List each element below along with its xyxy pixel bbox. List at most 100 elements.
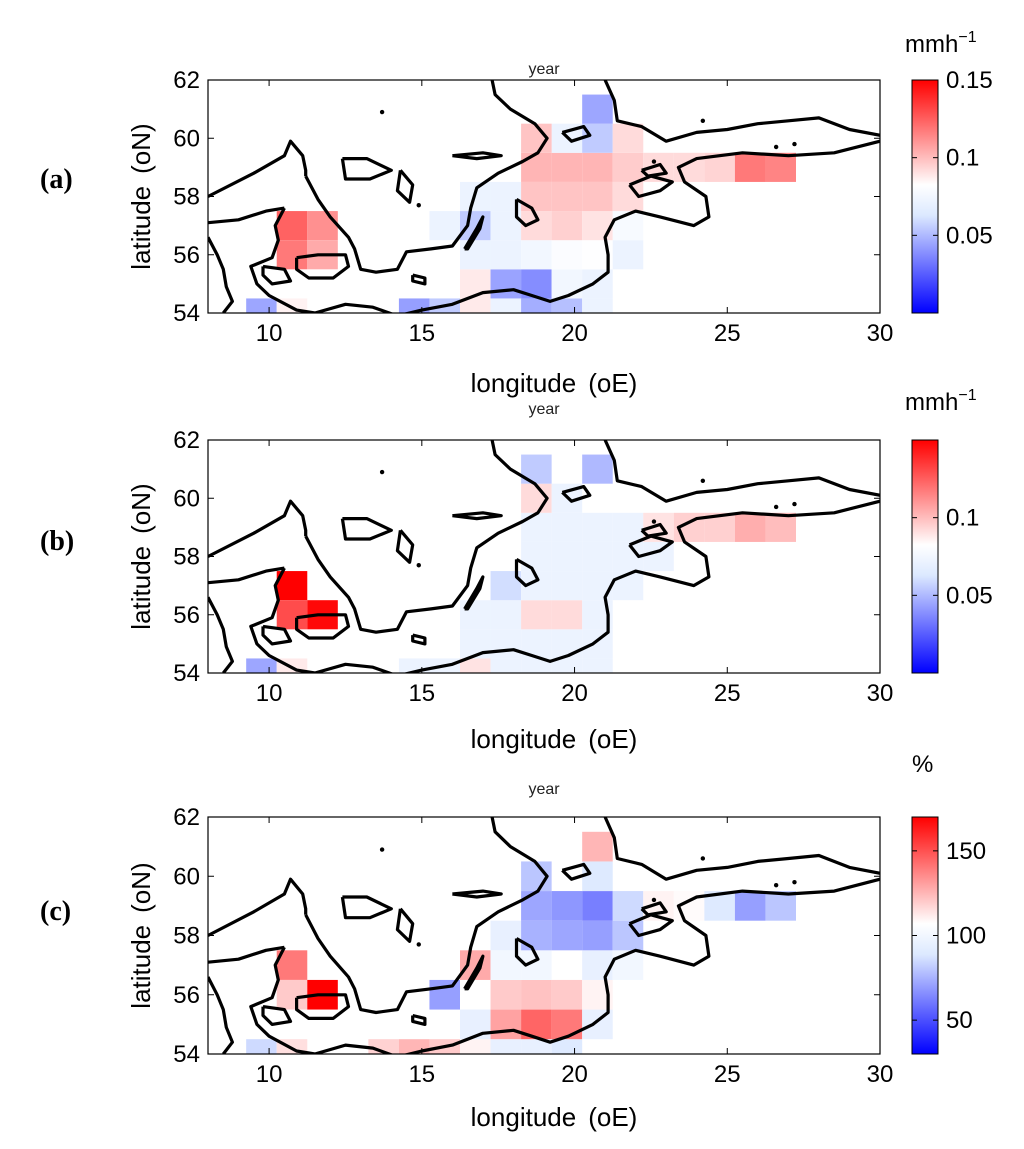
heatmap-cell — [551, 920, 583, 951]
heatmap-cell — [490, 658, 522, 673]
heatmap-cell — [582, 891, 613, 921]
coastline — [249, 499, 880, 673]
coastline — [452, 889, 503, 899]
heatmap-cell — [582, 512, 613, 542]
chart-title: year — [528, 61, 560, 78]
island-dot — [700, 856, 706, 861]
heatmap-cell — [582, 211, 613, 241]
x-tick-label: 20 — [561, 1061, 588, 1088]
heatmap-cell — [551, 181, 583, 212]
coastline — [208, 877, 308, 937]
colorbar-tick-label: 50 — [946, 1007, 973, 1034]
heatmap-cell — [612, 240, 644, 270]
coastline — [514, 937, 540, 967]
heatmap-cell — [490, 979, 522, 1010]
coastline — [395, 529, 415, 564]
y-tick-label: 54 — [173, 660, 200, 687]
heatmap-cell — [276, 240, 308, 270]
heatmap-cell — [368, 328, 399, 357]
heatmap-cell — [765, 891, 796, 921]
colorbar-unit: mmh−1 — [905, 387, 977, 416]
heatmap-cell — [307, 1069, 338, 1099]
y-tick-label: 58 — [173, 544, 200, 571]
panel-b: (b) year 10 15 20 25 30 54 56 58 60 62 longitude (oE)… — [40, 387, 993, 754]
island-dot — [773, 882, 779, 888]
x-axis-label: longitude (oE) — [471, 368, 638, 398]
colorbar-unit-text: % — [912, 751, 933, 778]
island-dot — [379, 469, 385, 475]
heatmap-cell — [490, 1009, 522, 1040]
colorbar-tick-label: 0.05 — [946, 222, 993, 249]
coastline — [640, 901, 668, 917]
x-tick-label: 10 — [256, 320, 283, 347]
heatmap-cell — [521, 891, 552, 921]
island-dot — [773, 504, 779, 510]
heatmap-cell — [521, 979, 552, 1010]
heatmap-cell — [551, 269, 583, 299]
y-tick-label: 54 — [173, 300, 200, 327]
y-tick-label: 58 — [173, 923, 200, 950]
y-tick-label: 62 — [173, 427, 200, 454]
coastline — [561, 485, 592, 503]
x-tick-label: 20 — [561, 680, 588, 707]
heatmap-cell — [460, 240, 491, 270]
heatmap-cell — [460, 658, 491, 673]
heatmap-cell — [338, 1069, 369, 1099]
x-axis-label-text: longitude — [471, 368, 577, 398]
heatmap-cell — [582, 658, 613, 673]
y-tick-label: 60 — [173, 863, 200, 890]
colorbar-tick-label: 100 — [946, 923, 986, 950]
heatmap-cell — [338, 328, 369, 357]
coastline — [261, 264, 293, 286]
coastline — [340, 517, 393, 541]
coastline — [208, 206, 285, 225]
y-tick-label: 60 — [173, 125, 200, 152]
heatmap-cell — [521, 181, 552, 212]
heatmap-cell — [582, 454, 613, 484]
heatmap-cell — [368, 688, 399, 717]
x-axis-label: longitude (oE) — [471, 1102, 638, 1132]
colorbar-unit-text: mmh — [905, 31, 958, 58]
plot-content — [208, 440, 880, 717]
y-tick-label: 60 — [173, 485, 200, 512]
heatmap-cell — [582, 571, 613, 601]
x-tick-label: 15 — [408, 320, 435, 347]
heatmap-cell — [521, 600, 552, 630]
heatmap-cell — [551, 512, 583, 542]
heatmap-cell — [338, 688, 369, 717]
heatmap-cell — [460, 600, 491, 630]
x-tick-label: 15 — [408, 680, 435, 707]
heatmap-cell — [582, 541, 613, 572]
island-dot — [379, 847, 385, 852]
heatmap-cell — [551, 541, 583, 572]
heatmap-cell — [490, 1039, 522, 1054]
heatmap-cell — [551, 211, 583, 241]
x-axis-label-text: longitude — [471, 1102, 577, 1132]
heatmap-cell — [582, 298, 613, 313]
island-dot — [792, 141, 797, 147]
coastline — [249, 877, 880, 1054]
heatmap-cell — [582, 920, 613, 951]
coastline — [261, 624, 293, 646]
coastline — [208, 499, 308, 558]
colorbar-unit: % — [912, 751, 933, 778]
coastline — [295, 613, 351, 640]
y-axis-label-text: latitude — [126, 546, 156, 630]
heatmap-cell — [521, 512, 552, 542]
coastline — [463, 954, 485, 991]
y-tick-label: 58 — [173, 184, 200, 211]
heatmap-cell — [307, 211, 338, 241]
heatmap-cell — [490, 298, 522, 313]
coastline — [304, 817, 549, 1015]
coastline — [208, 139, 308, 198]
heatmap-cell — [307, 328, 338, 357]
y-tick-label: 62 — [173, 804, 200, 831]
x-axis-label: longitude (oE) — [471, 724, 638, 754]
colorbar-tick-label: 0.1 — [946, 145, 979, 172]
heatmap-cell — [734, 512, 766, 542]
island-dot — [700, 118, 706, 123]
coastline — [640, 162, 668, 178]
plot-content — [208, 80, 880, 357]
coastline — [514, 558, 540, 588]
y-tick-label: 56 — [173, 602, 200, 629]
